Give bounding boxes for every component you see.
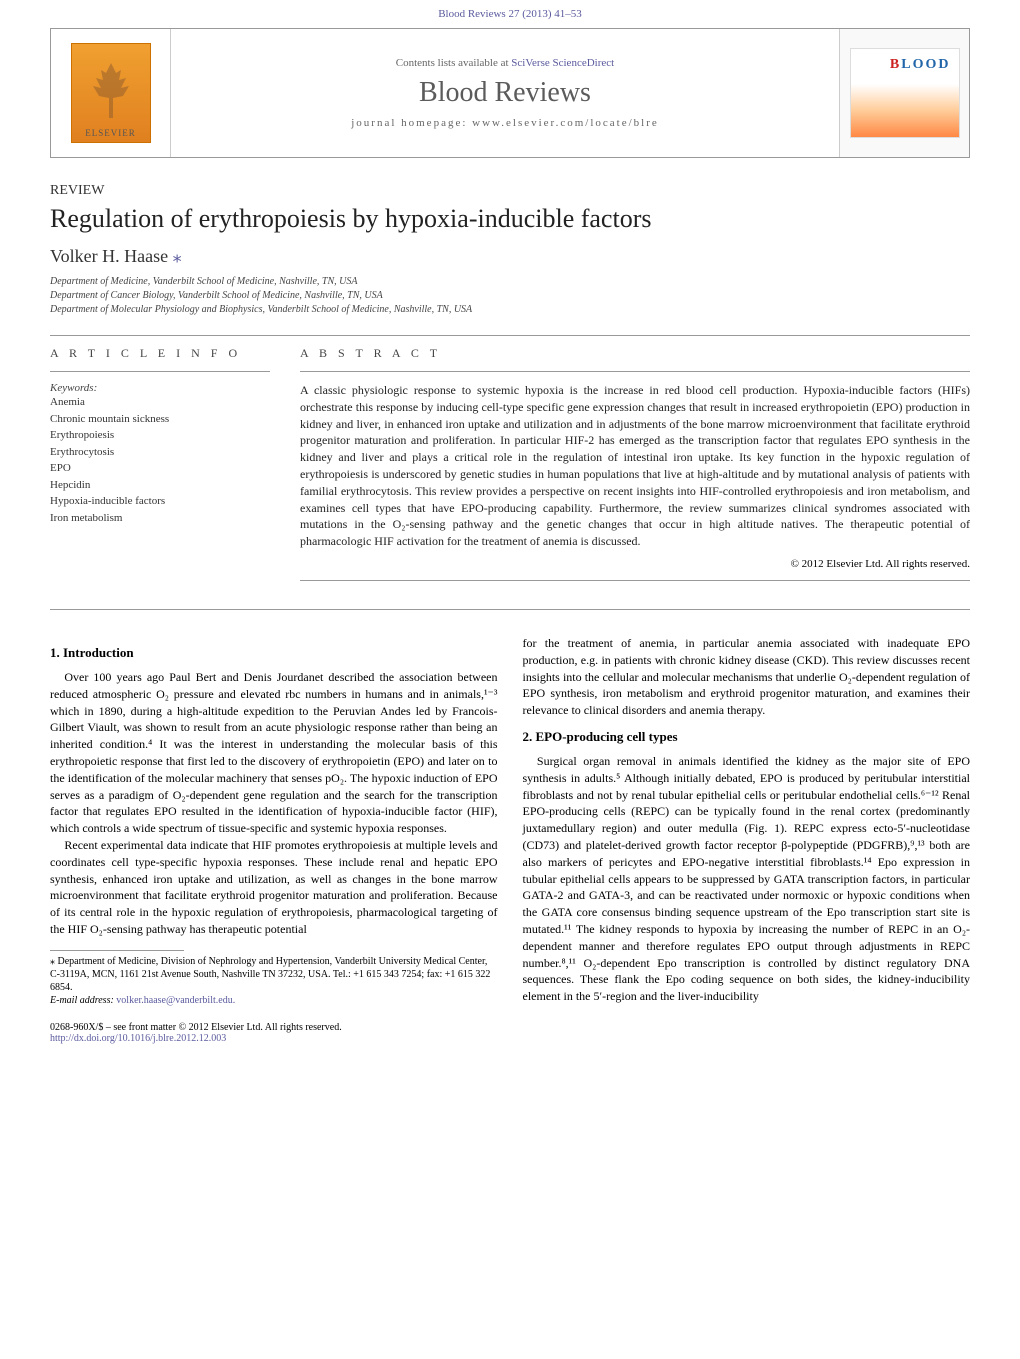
author-name: Volker H. Haase	[50, 246, 173, 266]
intro-paragraph-2: Recent experimental data indicate that H…	[50, 837, 498, 938]
keywords-label: Keywords:	[50, 382, 270, 394]
divider	[300, 371, 970, 372]
author-line: Volker H. Haase ⁎	[50, 246, 970, 267]
footnote-divider	[50, 950, 184, 951]
contents-available-line: Contents lists available at SciVerse Sci…	[396, 57, 614, 69]
abstract-heading: A B S T R A C T	[300, 346, 970, 361]
abstract-column: A B S T R A C T A classic physiologic re…	[300, 346, 970, 591]
sciverse-link[interactable]: SciVerse ScienceDirect	[511, 57, 614, 69]
corresponding-footnote: ⁎ Department of Medicine, Division of Ne…	[50, 955, 498, 994]
divider	[50, 335, 970, 336]
article-title: Regulation of erythropoiesis by hypoxia-…	[50, 204, 970, 234]
email-footnote: E-mail address: volker.haase@vanderbilt.…	[50, 994, 498, 1007]
article-info-heading: A R T I C L E I N F O	[50, 346, 270, 361]
epo-paragraph-1: Surgical organ removal in animals identi…	[523, 753, 971, 1005]
left-column: 1. Introduction Over 100 years ago Paul …	[50, 635, 498, 1007]
publisher-name: ELSEVIER	[85, 128, 136, 142]
abstract-text: A classic physiologic response to system…	[300, 382, 970, 550]
header-center: Contents lists available at SciVerse Sci…	[171, 29, 839, 157]
affiliation-3: Department of Molecular Physiology and B…	[50, 303, 970, 317]
section-heading-intro: 1. Introduction	[50, 645, 498, 661]
section-heading-epo: 2. EPO-producing cell types	[523, 729, 971, 745]
info-abstract-row: A R T I C L E I N F O Keywords: Anemia C…	[50, 346, 970, 591]
article-type: REVIEW	[50, 183, 970, 199]
email-link[interactable]: volker.haase@vanderbilt.edu.	[116, 995, 235, 1006]
intro-continuation: for the treatment of anemia, in particul…	[523, 635, 971, 719]
keyword: Iron metabolism	[50, 510, 270, 527]
affiliation-1: Department of Medicine, Vanderbilt Schoo…	[50, 275, 970, 289]
issn-line: 0268-960X/$ – see front matter © 2012 El…	[50, 1022, 970, 1033]
journal-cover-title: BLOOD	[890, 57, 951, 73]
article-info-column: A R T I C L E I N F O Keywords: Anemia C…	[50, 346, 270, 591]
publisher-logo-container: ELSEVIER	[51, 29, 171, 157]
keyword: Anemia	[50, 394, 270, 411]
elsevier-logo: ELSEVIER	[71, 43, 151, 143]
journal-header: ELSEVIER Contents lists available at Sci…	[50, 28, 970, 158]
keyword: Chronic mountain sickness	[50, 411, 270, 428]
divider	[50, 609, 970, 610]
journal-cover-container: BLOOD	[839, 29, 969, 157]
top-citation: Blood Reviews 27 (2013) 41–53	[0, 0, 1020, 28]
divider	[50, 371, 270, 372]
homepage-line: journal homepage: www.elsevier.com/locat…	[351, 117, 659, 129]
divider	[300, 580, 970, 581]
keyword: Erythropoiesis	[50, 427, 270, 444]
body-columns: 1. Introduction Over 100 years ago Paul …	[50, 635, 970, 1007]
abstract-copyright: © 2012 Elsevier Ltd. All rights reserved…	[300, 558, 970, 570]
keyword: Hypoxia-inducible factors	[50, 493, 270, 510]
intro-paragraph-1: Over 100 years ago Paul Bert and Denis J…	[50, 669, 498, 837]
journal-cover: BLOOD	[850, 48, 960, 138]
right-column: for the treatment of anemia, in particul…	[523, 635, 971, 1007]
keyword: Hepcidin	[50, 477, 270, 494]
doi-link[interactable]: http://dx.doi.org/10.1016/j.blre.2012.12…	[50, 1033, 970, 1044]
homepage-url[interactable]: www.elsevier.com/locate/blre	[472, 117, 659, 129]
affiliation-2: Department of Cancer Biology, Vanderbilt…	[50, 289, 970, 303]
elsevier-tree-icon	[81, 58, 141, 128]
footer: 0268-960X/$ – see front matter © 2012 El…	[50, 1022, 970, 1044]
keyword: Erythrocytosis	[50, 444, 270, 461]
corresponding-mark: ⁎	[173, 246, 182, 266]
keyword: EPO	[50, 460, 270, 477]
journal-name: Blood Reviews	[419, 77, 591, 109]
